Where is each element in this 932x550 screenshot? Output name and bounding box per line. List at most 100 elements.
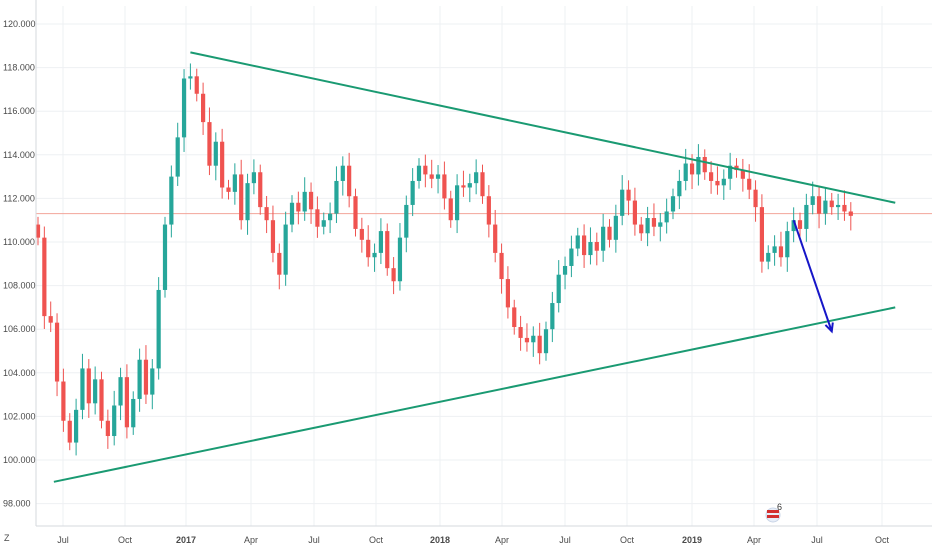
candle-body-down — [582, 235, 587, 256]
candle-body-down — [124, 377, 129, 428]
candle-body-up — [410, 180, 415, 205]
candle-body-up — [175, 137, 180, 177]
candle-body-down — [448, 198, 453, 221]
x-tick-label: Oct — [369, 535, 384, 545]
candle-body-up — [93, 379, 98, 404]
y-tick-label: 116.000 — [3, 106, 35, 116]
candle-body-up — [112, 405, 117, 437]
candle-body-down — [42, 237, 47, 317]
candle-body-up — [810, 196, 815, 205]
x-tick-label: 2017 — [176, 535, 196, 545]
candle-body-down — [651, 218, 657, 227]
candle-body-down — [201, 93, 206, 123]
y-tick-label: 120.000 — [3, 19, 36, 29]
candle-body-up — [455, 185, 460, 221]
x-tick-label: Jul — [308, 535, 320, 545]
candle-body-down — [747, 178, 752, 190]
candle-body-up — [372, 252, 377, 258]
y-tick-label: 104.000 — [3, 368, 36, 378]
projection-arrow[interactable] — [792, 219, 834, 334]
candle-body-down — [626, 189, 631, 201]
x-tick-label: 2018 — [430, 535, 450, 545]
candle-body-up — [569, 248, 574, 266]
candle-body-down — [220, 141, 225, 188]
candle-body-up — [543, 329, 549, 354]
candle-body-up — [118, 377, 123, 406]
candle-body-down — [239, 174, 244, 221]
candle-body-down — [226, 187, 231, 192]
candle-body-down — [359, 228, 364, 240]
candle-body-up — [404, 204, 409, 238]
y-tick-label: 110.000 — [3, 237, 35, 247]
y-tick-label: 106.000 — [3, 324, 36, 334]
candle-body-up — [213, 141, 218, 166]
y-tick-label: 108.000 — [3, 281, 36, 291]
candle-body-up — [620, 189, 625, 216]
y-axis-ticks: 98.000 100.000 102.000 104.000 106.000 108.00… — [3, 19, 36, 509]
candle-body-down — [499, 252, 504, 280]
candle-body-down — [67, 420, 72, 443]
candle-body-down — [518, 327, 523, 338]
candle-body-down — [505, 279, 510, 308]
candle-body-up — [80, 368, 85, 410]
candle-body-up — [550, 303, 555, 330]
x-tick-label: Oct — [620, 535, 635, 545]
candle-body-up — [340, 165, 345, 181]
event-badge[interactable]: 6 — [765, 502, 782, 523]
x-tick-label: 2019 — [682, 535, 702, 545]
candle-body-down — [35, 224, 41, 238]
candle-body-down — [442, 174, 447, 199]
candle-body-down — [689, 163, 695, 175]
candle-body-down — [194, 76, 199, 94]
candle-body-up — [772, 246, 777, 253]
candle-body-up — [321, 220, 326, 227]
candle-body-up — [836, 204, 841, 208]
candle-body-down — [54, 322, 60, 382]
candle-body-down — [537, 335, 542, 354]
candle-body-up — [474, 172, 479, 184]
candle-body-up — [531, 335, 536, 343]
candle-body-down — [740, 170, 745, 179]
candle-body-down — [480, 172, 485, 197]
candle-body-down — [709, 172, 714, 181]
flag-stripe-top — [767, 510, 779, 513]
candle-body-up — [804, 204, 809, 229]
candle-body-up — [556, 274, 561, 304]
candle-body-up — [766, 252, 771, 262]
candle-body-down — [753, 189, 758, 208]
axes — [35, 0, 932, 527]
support-trend-line — [53, 306, 896, 483]
candle-body-up — [562, 265, 568, 275]
candle-body-down — [258, 172, 263, 208]
candle-body-up — [137, 359, 142, 399]
candle-body-up — [696, 156, 701, 175]
candle-body-down — [315, 209, 320, 227]
resistance-trend-line — [190, 51, 896, 204]
candle-body-up — [251, 172, 256, 184]
candle-body-up — [283, 224, 288, 275]
x-tick-label: Oct — [118, 535, 133, 545]
y-tick-label: 100.000 — [3, 455, 36, 465]
candle-body-down — [99, 379, 104, 421]
candle-body-down — [461, 185, 466, 188]
candle-body-down — [366, 239, 371, 258]
y-tick-label: 118.000 — [3, 63, 35, 73]
x-tick-label: Jul — [57, 535, 69, 545]
trend-lines[interactable] — [53, 51, 896, 483]
candle-body-up — [791, 220, 796, 232]
candle-body-down — [639, 224, 644, 234]
candle-body-down — [759, 207, 764, 262]
candles — [35, 63, 853, 456]
x-tick-label: Jul — [811, 535, 823, 545]
x-tick-label: Oct — [875, 535, 890, 545]
x-tick-label: Apr — [495, 535, 509, 545]
y-tick-label: 98.000 — [3, 499, 31, 509]
x-tick-label: Apr — [747, 535, 761, 545]
candle-body-down — [816, 196, 822, 214]
candle-body-up — [289, 202, 295, 225]
candle-body-down — [512, 307, 517, 328]
candle-body-up — [232, 174, 237, 192]
candle-body-down — [270, 220, 276, 253]
